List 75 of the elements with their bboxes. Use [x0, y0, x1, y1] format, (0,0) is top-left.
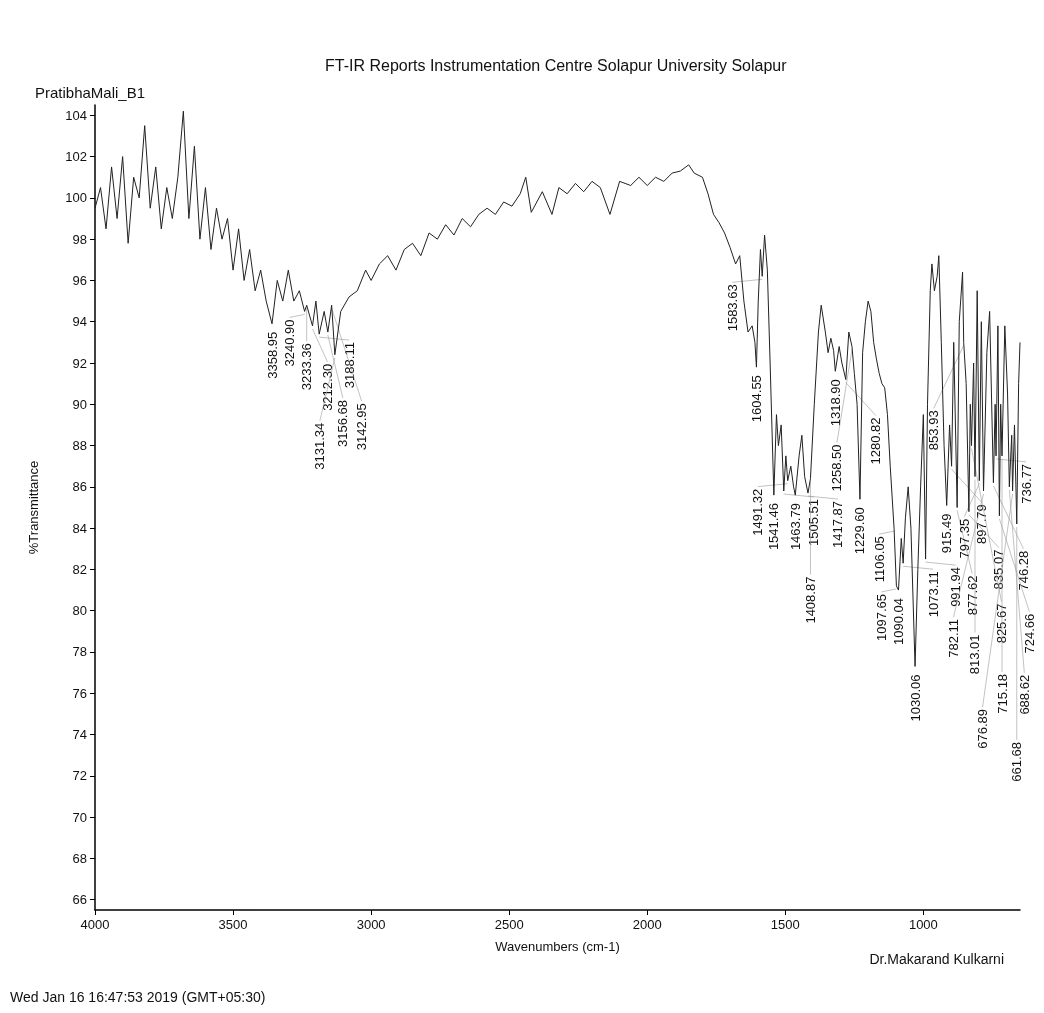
annotation: 1106.05: [871, 536, 887, 583]
annotation: 897.79: [974, 504, 990, 544]
annotation: 782.11: [946, 618, 962, 658]
annotation: 1229.60: [852, 507, 868, 555]
annotation: 724.66: [1021, 613, 1037, 654]
annotation: 991.94: [948, 567, 964, 607]
annotation: 3188.11: [341, 342, 357, 389]
annotation: 676.89: [975, 708, 991, 749]
y-tick-label: 84: [72, 520, 87, 536]
annotation: 1541.46: [766, 503, 782, 551]
x-tick-label: 1500: [770, 917, 800, 932]
annotation: 1417.87: [830, 501, 846, 549]
x-tick-label: 4000: [80, 917, 110, 932]
annotation: 1491.32: [750, 488, 766, 536]
annotation: 1505.51: [806, 498, 822, 546]
y-tick-label: 98: [72, 231, 87, 247]
y-tick-label: 100: [65, 190, 87, 206]
y-tick-label: 68: [72, 850, 87, 866]
annotation: 736.77: [1018, 463, 1034, 504]
text: Wed Jan 16 16:47:53 2019 (GMT+05:30): [10, 989, 266, 1005]
annotation: 3233.36: [299, 343, 315, 391]
annotation: 825.67: [993, 603, 1009, 644]
y-tick-label: 86: [72, 479, 87, 495]
annotation: 3212.30: [320, 363, 335, 411]
annotation: 661.68: [1009, 742, 1025, 782]
y-tick-label: 88: [72, 438, 87, 454]
y-tick-label: 70: [72, 809, 87, 825]
annotation: 1583.63: [724, 284, 740, 332]
y-tick-label: 74: [72, 727, 87, 743]
x-tick-label: 3500: [218, 917, 248, 932]
annotation: 877.62: [964, 575, 980, 616]
annotation: 746.28: [1015, 550, 1031, 591]
x-tick-label: 2000: [632, 917, 662, 932]
annotation: 3142.95: [354, 403, 370, 451]
y-tick-label: 90: [72, 396, 87, 412]
y-tick-label: 76: [72, 685, 87, 701]
x-tick-label: 2500: [494, 917, 524, 932]
y-tick-label: 72: [72, 768, 87, 784]
annotation: 915.49: [939, 513, 955, 554]
annotation: 1463.79: [787, 503, 803, 551]
annotation: 3156.68: [335, 400, 351, 448]
y-tick-label: 94: [72, 314, 87, 330]
annotation: 3358.95: [264, 331, 280, 379]
y-tick-label: 102: [65, 149, 87, 165]
y-axis-title: %Transmittance: [26, 460, 41, 555]
annotation: 3131.34: [312, 422, 328, 470]
annotation: 835.07: [991, 549, 1007, 590]
annotation: 1604.55: [748, 375, 764, 423]
annotation: 3240.90: [282, 319, 298, 367]
annotation: 797.35: [956, 518, 972, 559]
annotation: 813.01: [967, 634, 983, 675]
x-tick-label: 3000: [356, 917, 386, 932]
chart-title: FT-IR Reports Instrumentation Centre Solapur University Solapur: [325, 56, 788, 74]
annotation: 688.62: [1016, 674, 1032, 715]
y-tick-label: 66: [72, 892, 87, 908]
annotation: 1030.06: [907, 674, 923, 722]
annotation: 1280.82: [868, 417, 884, 465]
annotation: 1318.90: [827, 379, 843, 427]
y-tick-label: 96: [72, 272, 87, 288]
y-tick-label: 78: [72, 644, 87, 660]
annotation: 1408.87: [802, 576, 818, 624]
annotation: 1097.65: [873, 593, 889, 641]
annotation: 1258.50: [829, 444, 845, 492]
annotation: 1073.11: [925, 571, 941, 618]
text: Dr.Makarand Kulkarni: [869, 951, 1005, 967]
annotation: 853.93: [926, 410, 942, 451]
y-tick-label: 92: [72, 355, 87, 371]
x-tick-label: 1000: [908, 917, 938, 932]
y-tick-label: 82: [72, 561, 87, 577]
annotation: 715.18: [994, 673, 1010, 714]
y-tick-label: 104: [65, 107, 87, 123]
y-tick-label: 80: [72, 603, 87, 619]
chart-subtitle: PratibhaMali_B1: [35, 84, 146, 101]
x-axis-title: Wavenumbers (cm-1): [495, 939, 620, 954]
annotation: 1090.04: [891, 598, 906, 646]
